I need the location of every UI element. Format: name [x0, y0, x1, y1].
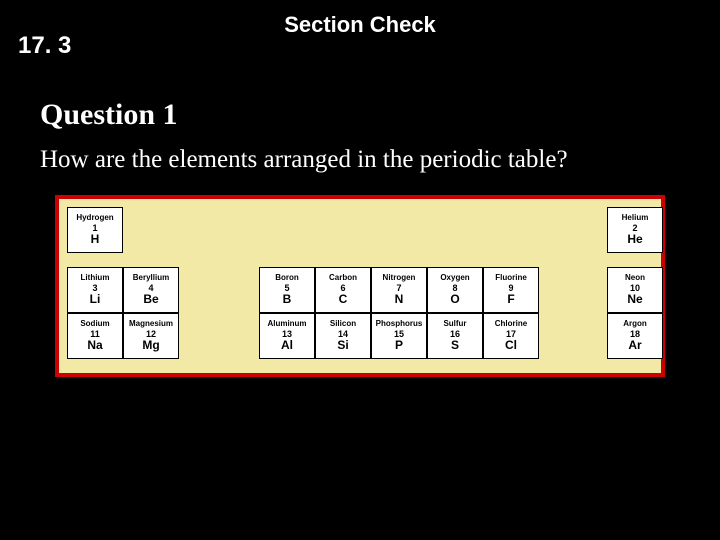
element-symbol: He [627, 233, 642, 246]
element-symbol: Mg [142, 339, 159, 352]
element-cell-p: Phosphorus15P [371, 313, 427, 359]
element-cell-li: Lithium3Li [67, 267, 123, 313]
element-name: Lithium [81, 274, 110, 283]
element-name: Silicon [330, 320, 356, 329]
question-text: How are the elements arranged in the per… [40, 144, 680, 175]
element-cell-o: Oxygen8O [427, 267, 483, 313]
section-number: 17. 3 [18, 32, 71, 60]
element-symbol: Na [87, 339, 102, 352]
element-symbol: Si [337, 339, 348, 352]
question-title: Question 1 [40, 98, 720, 132]
element-cell-mg: Magnesium12Mg [123, 313, 179, 359]
element-name: Fluorine [495, 274, 527, 283]
element-cell-si: Silicon14Si [315, 313, 371, 359]
element-cell-s: Sulfur16S [427, 313, 483, 359]
element-name: Sulfur [443, 320, 466, 329]
element-symbol: F [507, 293, 514, 306]
element-symbol: B [283, 293, 292, 306]
element-name: Phosphorus [376, 320, 423, 329]
element-name: Carbon [329, 274, 357, 283]
element-name: Beryllium [133, 274, 169, 283]
element-symbol: Li [90, 293, 101, 306]
element-cell-h: Hydrogen1H [67, 207, 123, 253]
element-cell-cl: Chlorine17Cl [483, 313, 539, 359]
header-title: Section Check [0, 0, 720, 38]
element-cell-be: Beryllium4Be [123, 267, 179, 313]
element-name: Boron [275, 274, 299, 283]
periodic-table: Hydrogen1H Helium2He Lithium3LiBeryllium4B… [55, 195, 665, 377]
element-cell-na: Sodium11Na [67, 313, 123, 359]
element-cell-ne: Neon10Ne [607, 267, 663, 313]
element-symbol: C [339, 293, 348, 306]
element-symbol: P [395, 339, 403, 352]
element-name: Hydrogen [76, 214, 113, 223]
element-cell-n: Nitrogen7N [371, 267, 427, 313]
periodic-table-inner: Hydrogen1HHelium2HeLithium3LiBeryllium4B… [67, 207, 653, 365]
element-cell-al: Aluminum13Al [259, 313, 315, 359]
element-symbol: H [91, 233, 100, 246]
element-cell-c: Carbon6C [315, 267, 371, 313]
element-name: Nitrogen [383, 274, 416, 283]
element-symbol: N [395, 293, 404, 306]
element-cell-f: Fluorine9F [483, 267, 539, 313]
element-symbol: Al [281, 339, 293, 352]
element-symbol: Ar [628, 339, 641, 352]
element-symbol: Ne [627, 293, 642, 306]
element-symbol: Be [143, 293, 158, 306]
element-name: Sodium [80, 320, 109, 329]
element-cell-ar: Argon18Ar [607, 313, 663, 359]
element-symbol: Cl [505, 339, 517, 352]
element-name: Oxygen [440, 274, 469, 283]
element-cell-b: Boron5B [259, 267, 315, 313]
element-cell-he: Helium2He [607, 207, 663, 253]
element-name: Magnesium [129, 320, 173, 329]
element-name: Argon [623, 320, 647, 329]
element-symbol: S [451, 339, 459, 352]
element-name: Neon [625, 274, 645, 283]
element-name: Helium [622, 214, 649, 223]
element-symbol: O [450, 293, 459, 306]
element-name: Aluminum [267, 320, 306, 329]
element-name: Chlorine [495, 320, 527, 329]
